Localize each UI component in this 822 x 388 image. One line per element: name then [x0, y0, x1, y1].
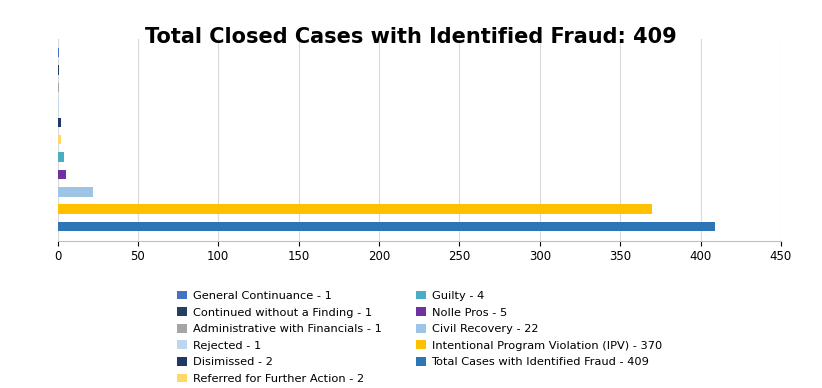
Bar [58, 100, 59, 110]
Bar [58, 204, 653, 214]
Bar [58, 135, 61, 144]
Bar [58, 152, 64, 162]
Bar [58, 118, 61, 127]
Legend: General Continuance - 1, Continued without a Finding - 1, Administrative with Fi: General Continuance - 1, Continued witho… [177, 291, 662, 384]
Text: Total Closed Cases with Identified Fraud: 409: Total Closed Cases with Identified Fraud… [145, 27, 677, 47]
Bar [58, 65, 59, 75]
Bar [58, 187, 93, 197]
Bar [58, 83, 59, 92]
Bar [58, 48, 59, 57]
Bar [58, 222, 715, 231]
Bar [58, 170, 66, 179]
